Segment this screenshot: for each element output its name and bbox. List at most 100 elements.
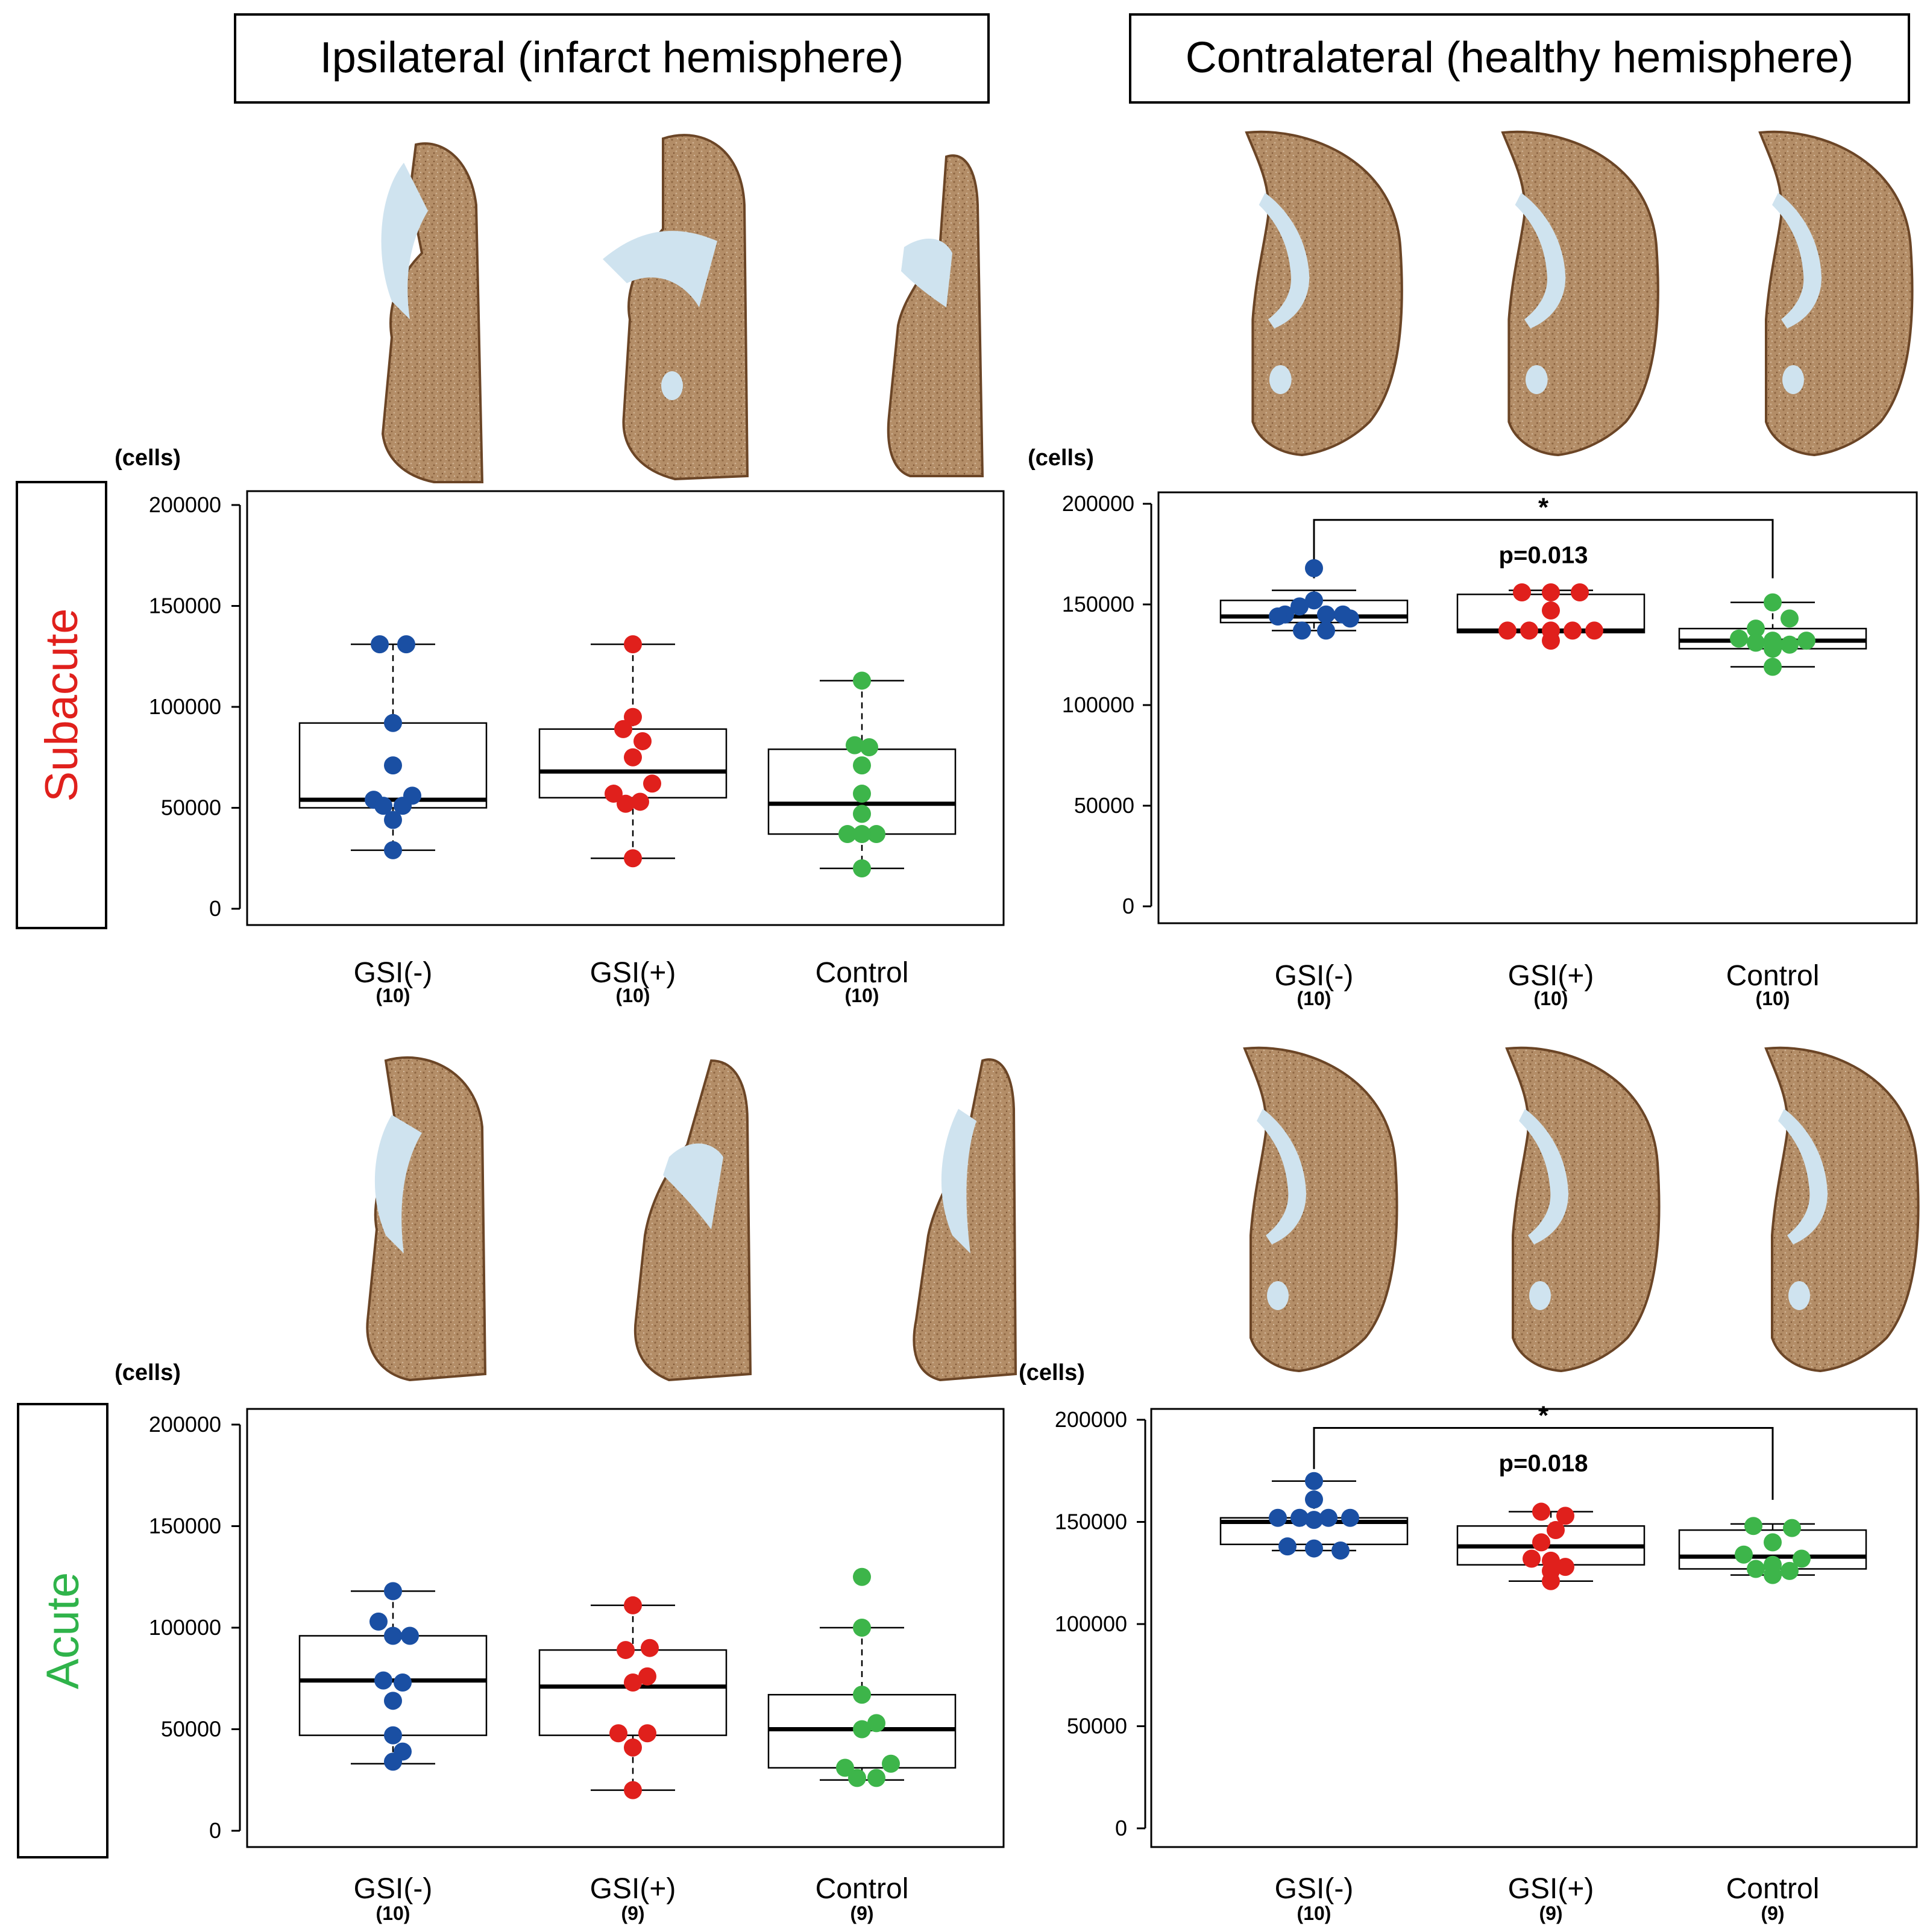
n-label: (10)	[376, 985, 410, 1006]
box-group-Control	[767, 1567, 957, 1787]
brain-section-image	[1759, 130, 1914, 457]
data-point	[836, 1758, 854, 1777]
data-point	[1764, 657, 1782, 676]
y-tick-label: 50000	[1074, 793, 1134, 818]
data-point	[624, 1738, 642, 1757]
brain-section-image	[1503, 132, 1658, 455]
data-point	[384, 1752, 402, 1771]
data-point	[605, 785, 623, 803]
data-point	[1747, 619, 1765, 638]
data-point	[1520, 621, 1538, 640]
data-point	[1341, 1508, 1359, 1527]
data-point	[1532, 1502, 1550, 1521]
data-point	[1781, 609, 1799, 628]
y-tick-label: 50000	[161, 1717, 221, 1742]
row-label-subacute-text: Subacute	[36, 608, 87, 801]
data-point	[384, 714, 402, 732]
chart-subacute-contralateral: (cells) 0 50000 100000 150000 200000 * p=0.013 G…	[1028, 445, 1918, 1009]
data-point	[1747, 1560, 1765, 1578]
tissue-images-subacute-contralateral	[1246, 130, 1914, 457]
tissue-images-subacute-ipsilateral	[381, 134, 984, 483]
data-point	[860, 738, 878, 756]
data-point	[1735, 1545, 1753, 1564]
data-point	[624, 849, 642, 868]
data-point	[1305, 559, 1323, 577]
column-header-ipsilateral-text: Ipsilateral (infarct hemisphere)	[320, 34, 904, 82]
ventricle-shape	[663, 1143, 723, 1229]
data-point	[638, 1667, 656, 1686]
p-value-label: p=0.013	[1499, 542, 1588, 569]
brain-section-image	[887, 154, 984, 477]
data-point	[624, 748, 642, 767]
data-point	[853, 859, 871, 877]
x-category-label: GSI(-)	[1275, 960, 1354, 992]
data-point	[384, 841, 402, 859]
p-value-label: p=0.018	[1499, 1451, 1588, 1477]
n-label: (9)	[1761, 1902, 1784, 1924]
data-point	[1764, 1533, 1782, 1552]
data-point	[1556, 1558, 1574, 1576]
data-point	[624, 707, 642, 726]
data-point	[638, 1724, 656, 1743]
box-group-GSI(-)	[298, 635, 488, 859]
data-point	[1532, 1533, 1550, 1552]
y-tick-label: 50000	[161, 795, 221, 820]
plot-frame	[1157, 491, 1918, 924]
data-point	[1744, 1517, 1762, 1535]
data-point	[609, 1724, 627, 1743]
x-category-label: Control	[816, 957, 909, 989]
data-point	[1542, 1572, 1560, 1590]
data-point	[1269, 1508, 1287, 1527]
data-point	[1319, 1508, 1337, 1527]
y-tick-label: 100000	[1055, 1611, 1127, 1636]
ventricle-shape	[901, 239, 952, 307]
n-label: (9)	[1539, 1902, 1562, 1924]
x-category-label: GSI(+)	[590, 957, 676, 989]
data-point	[1783, 1519, 1801, 1537]
data-point	[1764, 1555, 1782, 1574]
data-point	[617, 794, 635, 813]
iqr-box	[538, 1649, 728, 1736]
box-group-GSI(+)	[538, 635, 728, 868]
y-tick-label: 150000	[149, 1514, 221, 1538]
data-point	[1781, 635, 1799, 654]
brain-section-image	[622, 134, 749, 481]
data-point	[1747, 633, 1765, 652]
y-tick-label: 0	[209, 896, 221, 921]
x-category-label: GSI(+)	[1508, 1873, 1594, 1905]
box-group-GSI(-)	[1219, 1472, 1409, 1560]
n-label: (10)	[1297, 1902, 1331, 1924]
brain-section-image	[1506, 1046, 1661, 1372]
y-axis-label: (cells)	[1028, 445, 1094, 471]
y-tick-label: 100000	[1062, 692, 1134, 717]
data-point	[1542, 632, 1560, 650]
n-label: (10)	[376, 1902, 410, 1924]
box-group-GSI(-)	[1219, 559, 1409, 640]
column-header-contralateral-text: Contralateral (healthy hemisphere)	[1186, 34, 1854, 82]
y-tick-label: 0	[1122, 894, 1134, 918]
data-point	[1564, 621, 1582, 640]
box-group-GSI(-)	[298, 1582, 488, 1771]
data-point	[1498, 621, 1517, 640]
y-axis-label: (cells)	[115, 445, 181, 471]
data-point	[853, 785, 871, 803]
y-tick-label: 150000	[1062, 592, 1134, 616]
significance-bracket	[1313, 519, 1774, 579]
data-point	[853, 1686, 871, 1704]
data-point	[1793, 1549, 1811, 1568]
data-point	[1523, 1549, 1541, 1568]
data-point	[1278, 1537, 1297, 1556]
ventricle-shape	[374, 1115, 422, 1253]
data-point	[1317, 621, 1335, 640]
n-label: (10)	[845, 985, 879, 1006]
data-point	[384, 1626, 402, 1645]
row-label-acute-text: Acute	[37, 1572, 89, 1689]
data-point	[1556, 1507, 1574, 1525]
y-tick-label: 0	[1115, 1816, 1127, 1840]
x-category-label: GSI(+)	[1508, 960, 1594, 992]
y-tick-label: 50000	[1067, 1714, 1127, 1739]
significance-star: *	[1538, 1401, 1549, 1431]
n-label: (10)	[1756, 988, 1790, 1009]
data-point	[1331, 1541, 1350, 1560]
data-point	[1542, 583, 1560, 601]
